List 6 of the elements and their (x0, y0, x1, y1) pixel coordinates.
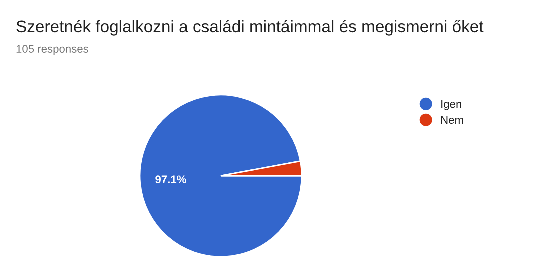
chart-title: Szeretnék foglalkozni a családi mintáimmal és megismerni őket (16, 20, 484, 36)
legend-label: Igen (442, 100, 462, 110)
legend-label: Nem (441, 116, 464, 124)
data-label: 97.1% (156, 176, 186, 184)
pie-slice (139, 94, 303, 258)
chart-subtitle: 105 responses (16, 45, 88, 56)
